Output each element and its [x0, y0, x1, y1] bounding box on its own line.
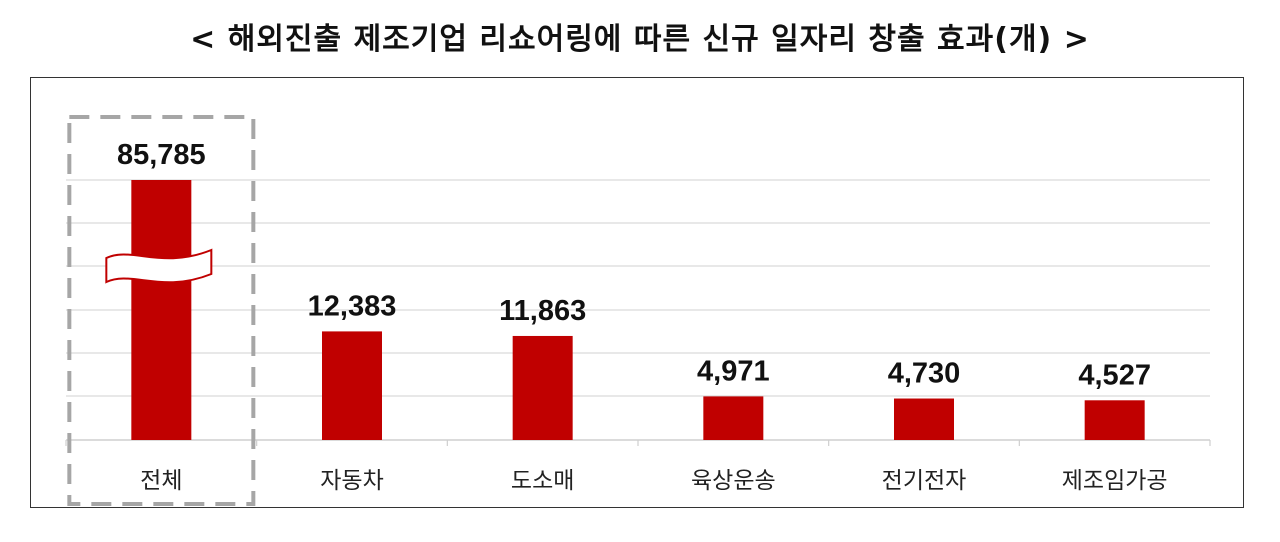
x-tick-label: 제조임가공	[1062, 468, 1168, 494]
x-tick-label: 전기전자	[882, 468, 967, 494]
bar	[703, 396, 764, 440]
bar	[322, 331, 382, 440]
data-label: 4,730	[888, 358, 961, 390]
x-tick-label: 육상운송	[691, 468, 776, 494]
data-label: 85,785	[117, 139, 206, 171]
data-label: 12,383	[308, 290, 397, 322]
data-label: 4,971	[697, 355, 770, 387]
bar	[894, 398, 954, 440]
data-label: 4,527	[1078, 359, 1151, 391]
bar	[512, 335, 573, 440]
chart-frame	[30, 77, 1244, 508]
x-tick-label: 도소매	[511, 468, 574, 494]
highlight-box	[67, 115, 256, 506]
axis-break-marker	[105, 248, 213, 284]
x-tick-label: 전체	[140, 468, 182, 494]
x-tick-label: 자동차	[320, 468, 383, 494]
data-label: 11,863	[499, 295, 586, 327]
chart-title: < 해외진출 제조기업 리쇼어링에 따른 신규 일자리 창출 효과(개) >	[190, 22, 1090, 57]
bar	[131, 180, 192, 440]
bar	[1084, 400, 1145, 440]
